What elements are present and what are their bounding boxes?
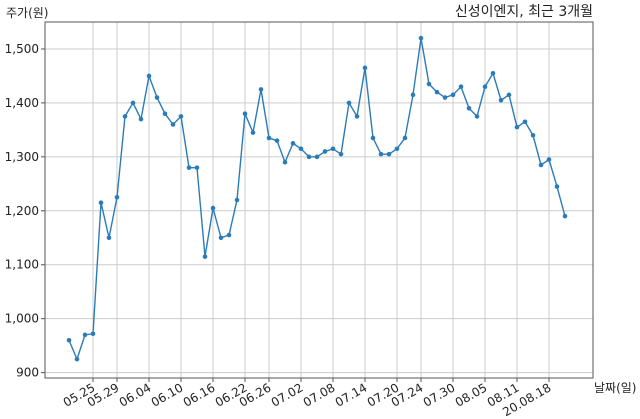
data-point <box>226 232 232 238</box>
data-point <box>106 235 112 241</box>
data-point <box>354 114 360 119</box>
data-point <box>410 92 416 98</box>
x-tick-label: 06.16 <box>181 380 218 409</box>
data-point <box>322 149 328 154</box>
plot-frame <box>44 21 594 379</box>
data-point <box>154 95 160 100</box>
x-tick-label: 08.05 <box>453 380 490 409</box>
data-point <box>74 356 80 362</box>
data-point <box>266 135 272 141</box>
y-tick-label: 900 <box>16 366 39 380</box>
data-point <box>434 89 440 95</box>
chart-title: 신성이엔지, 최근 3개월 <box>455 4 593 20</box>
data-point <box>250 130 256 135</box>
data-point <box>362 65 368 71</box>
data-point <box>426 81 432 87</box>
grid-lines <box>45 22 593 378</box>
data-point <box>306 154 312 160</box>
data-point <box>186 165 192 170</box>
price-series-line <box>68 38 566 362</box>
data-point <box>378 151 384 157</box>
data-point <box>202 254 208 259</box>
data-point <box>418 35 424 41</box>
data-point <box>314 154 320 160</box>
x-axis-label: 날짜(일) <box>594 381 636 395</box>
data-point <box>170 122 176 127</box>
data-point <box>178 114 184 119</box>
data-point <box>218 235 224 241</box>
price-series-points <box>66 35 568 362</box>
x-tick-label: 07.30 <box>421 380 458 409</box>
y-tick-label: 1,400 <box>5 96 39 110</box>
data-point <box>530 132 536 138</box>
data-point <box>450 92 456 98</box>
x-tick-label: 06.10 <box>149 380 186 409</box>
data-point <box>498 97 504 103</box>
data-point <box>442 95 448 100</box>
data-point <box>386 151 392 157</box>
y-tick-label: 1,100 <box>5 258 39 272</box>
data-point <box>394 146 400 152</box>
data-point <box>402 135 408 141</box>
data-point <box>82 332 88 338</box>
y-tick-label: 1,200 <box>5 204 39 218</box>
data-point <box>242 111 248 116</box>
data-point <box>98 200 104 205</box>
data-point <box>122 114 128 119</box>
data-point <box>338 151 344 157</box>
x-tick-label: 07.02 <box>269 380 306 409</box>
data-point <box>522 119 528 125</box>
data-point <box>90 331 96 337</box>
data-point <box>114 195 120 200</box>
data-point <box>146 73 152 79</box>
data-point <box>274 138 280 143</box>
data-point <box>370 135 376 141</box>
y-tick-label: 1,500 <box>5 42 39 56</box>
data-point <box>194 165 200 170</box>
data-point <box>258 87 264 92</box>
data-point <box>130 100 136 106</box>
data-point <box>330 146 336 152</box>
y-tick-label: 1,300 <box>5 150 39 164</box>
data-point <box>546 157 552 162</box>
data-point <box>554 184 560 189</box>
data-point <box>162 111 168 116</box>
data-point <box>282 159 288 165</box>
data-point <box>234 197 240 203</box>
data-point <box>474 114 480 119</box>
y-axis-label: 주가(원) <box>6 6 48 20</box>
data-point <box>210 205 216 211</box>
data-point <box>66 337 72 343</box>
x-tick-label: 06.04 <box>117 380 154 409</box>
data-point <box>562 213 568 219</box>
data-point <box>290 141 296 146</box>
data-point <box>346 100 352 106</box>
data-point <box>482 84 488 90</box>
x-axis: 05.2505.2906.0406.1006.1606.2206.2607.02… <box>61 378 554 419</box>
data-point <box>506 92 512 98</box>
data-point <box>458 84 464 90</box>
data-point <box>466 106 472 111</box>
data-point <box>514 124 520 130</box>
y-tick-label: 1,000 <box>5 312 39 326</box>
data-point <box>538 162 544 168</box>
x-tick-label: 07.14 <box>333 380 370 409</box>
data-point <box>490 70 496 76</box>
x-tick-label: 07.08 <box>301 380 338 409</box>
y-axis: 900 1,000 1,100 1,200 1,300 1,400 1,500 <box>5 42 45 380</box>
data-point <box>138 116 144 122</box>
data-point <box>298 146 304 152</box>
